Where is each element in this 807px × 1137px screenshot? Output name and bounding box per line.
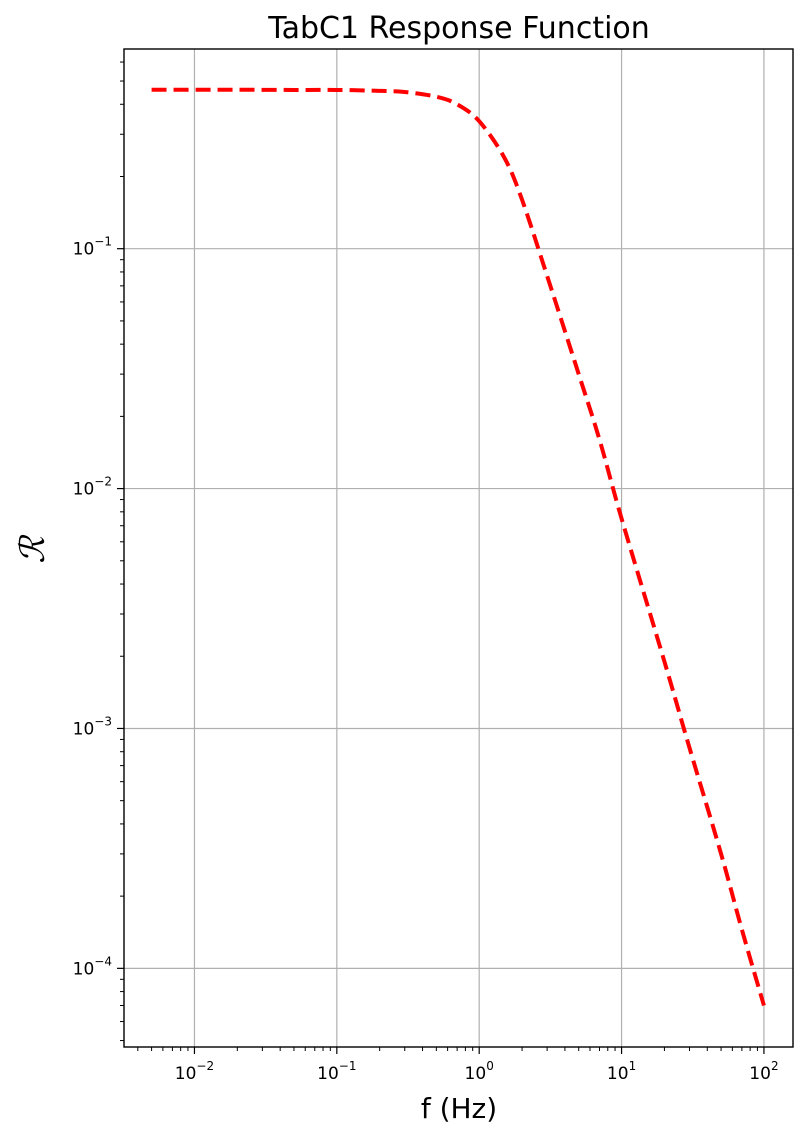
- x-tick-label-exponent: −2: [196, 1059, 214, 1073]
- response-curve: [151, 87, 766, 1007]
- y-tick-label-exponent: −2: [94, 475, 112, 489]
- x-tick-label-base: 10: [317, 1064, 339, 1084]
- x-axis-label: f (Hz): [421, 1092, 497, 1125]
- y-tick-label-exponent: −3: [94, 714, 112, 728]
- y-tick-label: 10−3: [73, 714, 112, 739]
- y-tick-label-base: 10: [73, 719, 95, 739]
- x-tick-label: 100: [465, 1059, 494, 1084]
- y-axis-label: ℛ: [13, 534, 53, 564]
- x-tick-label-base: 10: [465, 1064, 487, 1084]
- y-tick-label-base: 10: [73, 959, 95, 979]
- y-tick-label: 10−4: [73, 954, 112, 979]
- y-tick-label-base: 10: [73, 480, 95, 500]
- y-tick-label-exponent: −1: [94, 235, 112, 249]
- data-series-layer: [151, 87, 766, 1007]
- y-tick-label-exponent: −4: [94, 954, 112, 968]
- x-tick-label-exponent: −1: [339, 1059, 357, 1073]
- x-tick-label-base: 10: [607, 1064, 629, 1084]
- x-tick-label-base: 10: [749, 1064, 771, 1084]
- x-tick-label: 102: [749, 1059, 778, 1084]
- grid: [124, 49, 793, 1047]
- x-tick-label-exponent: 1: [629, 1059, 637, 1073]
- plot-frame: [123, 48, 794, 1048]
- x-tick-label: 101: [607, 1059, 636, 1084]
- x-tick-label: 10−2: [175, 1059, 214, 1084]
- y-tick-label: 10−1: [73, 235, 112, 260]
- x-tick-label-base: 10: [175, 1064, 197, 1084]
- x-tick-label-exponent: 2: [771, 1059, 779, 1073]
- x-tick-label: 10−1: [317, 1059, 356, 1084]
- chart-title: TabC1 Response Function: [267, 11, 650, 46]
- x-tick-label-exponent: 0: [486, 1059, 494, 1073]
- y-tick-label: 10−2: [73, 475, 112, 500]
- y-tick-label-base: 10: [73, 240, 95, 260]
